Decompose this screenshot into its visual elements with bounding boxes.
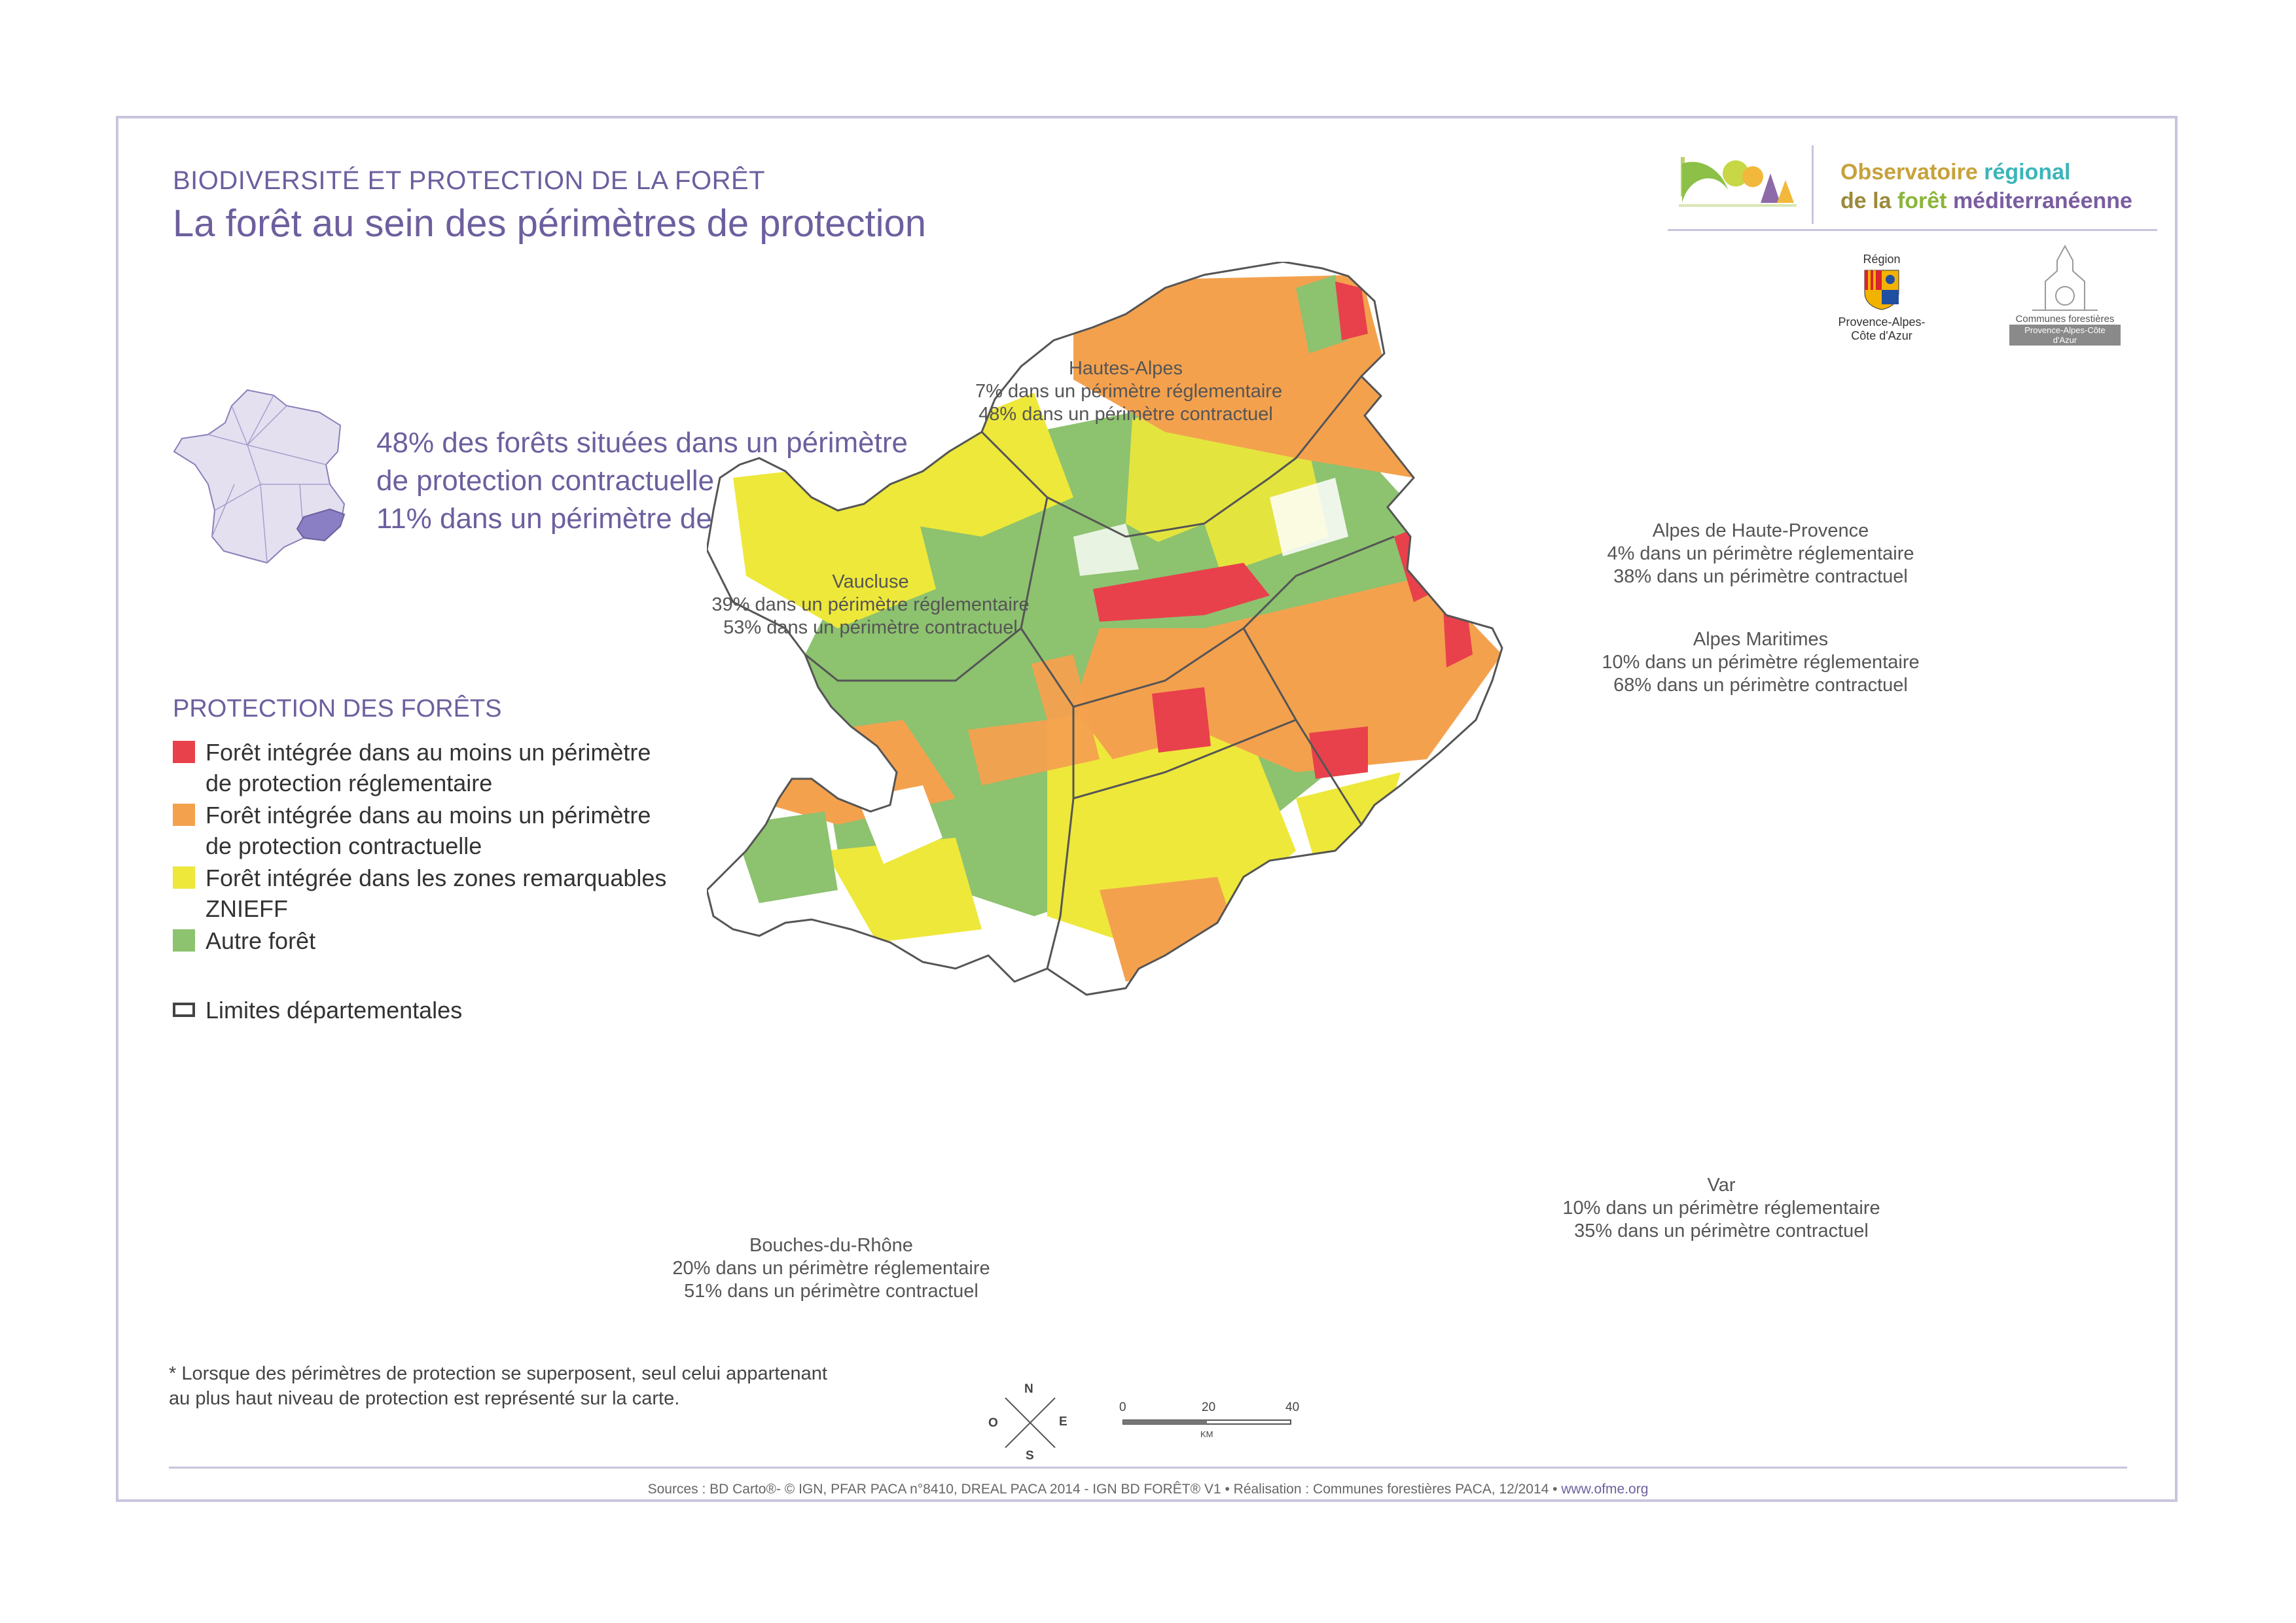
legend-item-reglementaire: Forêt intégrée dans au moins un périmètr… (173, 737, 651, 798)
sources-text: Sources : BD Carto®- © IGN, PFAR PACA n°… (647, 1482, 1558, 1497)
legend-swatch-znieff (173, 866, 195, 889)
footnote: * Lorsque des périmètres de protection s… (169, 1361, 827, 1411)
dept-reglementaire: 20% dans un périmètre réglementaire (672, 1258, 990, 1279)
dept-contractuel: 68% dans un périmètre contractuel (1613, 675, 1908, 696)
dept-contractuel: 48% dans un périmètre contractuel (978, 404, 1273, 425)
compass-rose: N S E O (988, 1382, 1069, 1463)
scale-unit: KM (1200, 1429, 1213, 1439)
page-title: La forêt au sein des périmètres de prote… (173, 202, 926, 245)
legend-label: Autre forêt (206, 927, 316, 954)
stat-line-2: de protection contractuelle (376, 465, 715, 497)
legend-label: Forêt intégrée dans au moins un périmètr… (206, 739, 651, 766)
legend-title: PROTECTION DES FORÊTS (173, 695, 502, 722)
legend-swatch-contractuel (173, 804, 195, 826)
legend-swatch-autre (173, 929, 195, 952)
dept-label-bouches-du-rhone: Bouches-du-Rhône 20% dans un périmètre r… (668, 1234, 995, 1303)
brand-word-foret: forêt (1897, 188, 1947, 213)
ofme-brand-line2: de la forêt méditerranéenne (1840, 188, 2132, 214)
region-shield-icon (1864, 270, 1899, 310)
legend-swatch-reglementaire (173, 741, 195, 763)
region-logo: Région Provence-Alpes-Côte d'Azur (1826, 253, 1937, 343)
dept-name: Alpes Maritimes (1693, 629, 1829, 650)
stat-line-1: 48% des forêts situées dans un périmètre (376, 427, 908, 459)
dept-label-var: Var 10% dans un périmètre réglementaire … (1551, 1174, 1892, 1243)
brand-word-mediterraneenne: méditerranéenne (1952, 188, 2132, 213)
legend-item-contractuel: Forêt intégrée dans au moins un périmètr… (173, 800, 651, 861)
ofme-logo (1676, 144, 1806, 223)
dept-label-alpes-maritimes: Alpes Maritimes 10% dans un périmètre ré… (1590, 628, 1931, 697)
region-label: Région (1863, 253, 1901, 266)
paca-forest-map (706, 260, 1911, 1348)
legend-label-cont: de protection contractuelle (206, 832, 482, 859)
footer-divider (169, 1467, 2127, 1469)
footnote-line1: * Lorsque des périmètres de protection s… (169, 1363, 827, 1384)
scale-tick-40: 40 (1285, 1400, 1300, 1414)
dept-contractuel: 53% dans un périmètre contractuel (723, 617, 1018, 638)
compass-s: S (1026, 1449, 1034, 1463)
ofme-brand-divider (1812, 145, 1814, 224)
dept-name: Alpes de Haute-Provence (1652, 520, 1869, 541)
region-name: Provence-Alpes-Côte d'Azur (1838, 315, 1926, 342)
dept-reglementaire: 10% dans un périmètre réglementaire (1602, 652, 1920, 673)
dept-label-vaucluse: Vaucluse 39% dans un périmètre réglement… (707, 571, 1034, 639)
brand-word-delala: de la (1840, 188, 1892, 213)
legend-item-znieff: Forêt intégrée dans les zones remarquabl… (173, 863, 666, 924)
dept-label-alpes-haute-provence: Alpes de Haute-Provence 4% dans un périm… (1590, 520, 1931, 588)
compass-o: O (988, 1416, 998, 1430)
section-title: BIODIVERSITÉ ET PROTECTION DE LA FORÊT (173, 166, 766, 195)
scale-tick-0: 0 (1119, 1400, 1126, 1414)
dept-reglementaire: 7% dans un périmètre réglementaire (975, 381, 1283, 402)
communes-label: Communes forestières (2015, 313, 2115, 325)
dept-reglementaire: 4% dans un périmètre réglementaire (1607, 543, 1914, 564)
legend-label: Forêt intégrée dans les zones remarquabl… (206, 865, 667, 891)
dept-name: Hautes-Alpes (1068, 358, 1183, 379)
dept-label-hautes-alpes: Hautes-Alpes 7% dans un périmètre réglem… (975, 357, 1283, 426)
page-frame (116, 116, 2178, 1502)
dept-name: Vaucluse (832, 571, 909, 592)
sources-line: Sources : BD Carto®- © IGN, PFAR PACA n°… (0, 1482, 2296, 1497)
legend-label-cont: ZNIEFF (206, 895, 288, 922)
communes-sub: Provence-Alpes-Côte d'Azur (2009, 325, 2121, 346)
brand-underline (1668, 229, 2157, 231)
ofme-website-link[interactable]: www.ofme.org (1561, 1482, 1649, 1497)
legend-label-cont: de protection réglementaire (206, 770, 493, 796)
legend-label: Forêt intégrée dans au moins un périmètr… (206, 802, 651, 829)
scale-tick-20: 20 (1202, 1400, 1216, 1414)
ofme-brand-line1: Observatoire régional (1840, 160, 2070, 185)
legend-item-autre: Autre forêt (173, 925, 315, 956)
communes-building-icon (2032, 244, 2098, 311)
dept-name: Bouches-du-Rhône (749, 1235, 913, 1256)
communes-forestieres-logo: Communes forestières Provence-Alpes-Côte… (2009, 242, 2121, 346)
footnote-line2: au plus haut niveau de protection est re… (169, 1388, 680, 1409)
scale-bar: 0 20 40 KM (1113, 1400, 1309, 1446)
brand-word-regional: régional (1984, 160, 2071, 185)
legend-item-boundary: Limites départementales (173, 995, 462, 1026)
legend-label: Limites départementales (206, 997, 463, 1024)
dept-reglementaire: 39% dans un périmètre réglementaire (711, 594, 1030, 615)
compass-n: N (1024, 1382, 1033, 1396)
dept-contractuel: 51% dans un périmètre contractuel (684, 1281, 978, 1302)
dept-contractuel: 35% dans un périmètre contractuel (1574, 1221, 1869, 1241)
compass-e: E (1059, 1415, 1067, 1429)
scale-ruler (1122, 1419, 1291, 1425)
dept-contractuel: 38% dans un périmètre contractuel (1613, 566, 1908, 587)
legend-swatch-boundary (173, 1003, 195, 1017)
dept-reglementaire: 10% dans un périmètre réglementaire (1562, 1198, 1880, 1219)
brand-word-observatoire: Observatoire (1840, 160, 1978, 185)
dept-name: Var (1707, 1175, 1736, 1196)
compass-icon (1005, 1397, 1056, 1448)
france-inset-map (169, 386, 359, 569)
